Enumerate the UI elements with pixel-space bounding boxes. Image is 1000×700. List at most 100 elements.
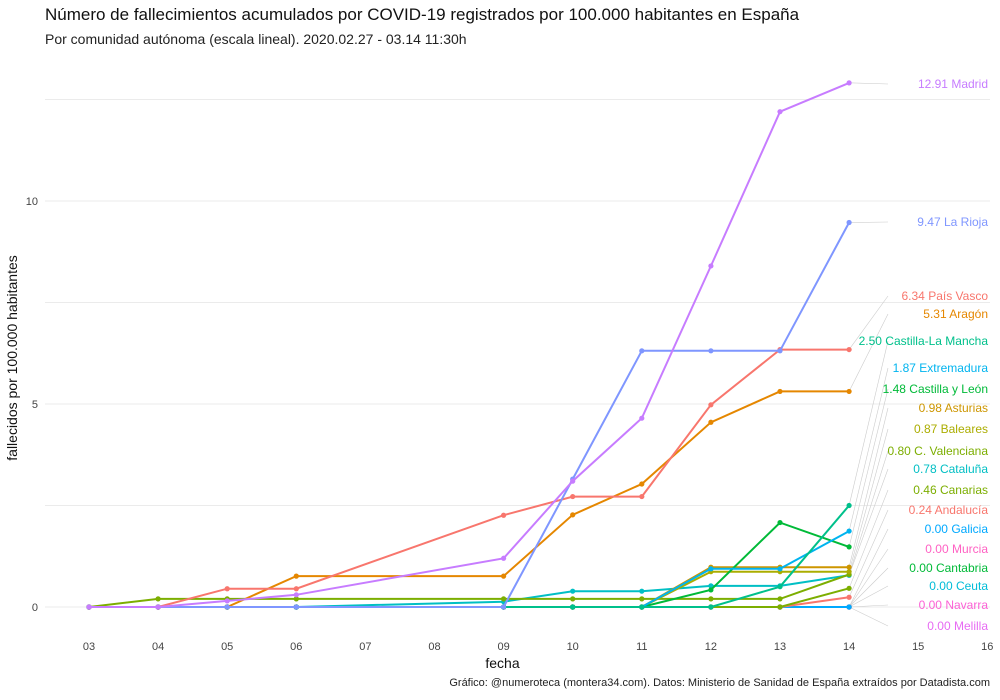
axis-layer: fecha fallecidos por 100.000 habitantes … (4, 196, 993, 671)
series-line (89, 222, 850, 608)
data-point (501, 555, 507, 561)
x-tick-label: 07 (359, 641, 371, 653)
data-point (846, 604, 852, 610)
data-point (570, 588, 576, 594)
series-line (89, 504, 850, 608)
end-label: 0.78 Cataluña (913, 462, 988, 476)
series-extremadura (86, 528, 852, 610)
leader-line (848, 367, 889, 532)
x-tick-label: 06 (290, 641, 302, 653)
data-point (501, 596, 507, 602)
end-label: 0.00 Cantabria (909, 561, 988, 575)
chart-title: Número de fallecimientos acumulados por … (45, 5, 800, 24)
series-line (89, 81, 850, 608)
x-tick-label: 08 (428, 641, 440, 653)
series-line (89, 348, 850, 608)
data-point (777, 566, 783, 572)
y-axis-title: fallecidos por 100.000 habitantes (4, 255, 20, 460)
data-point (639, 493, 645, 500)
data-point (570, 493, 576, 500)
x-tick-label: 10 (567, 641, 579, 653)
data-point (846, 502, 852, 509)
leader-line (848, 509, 889, 598)
data-point (570, 604, 576, 610)
end-label: 9.47 La Rioja (917, 215, 988, 229)
leader-line (848, 388, 889, 547)
data-point (708, 583, 714, 589)
data-point (293, 596, 299, 602)
x-tick-label: 12 (705, 641, 717, 653)
data-point (639, 415, 645, 421)
leader-lines (848, 82, 889, 627)
data-point (777, 604, 783, 610)
y-tick-label: 0 (32, 602, 38, 614)
leader-line (848, 567, 889, 608)
data-point (777, 519, 783, 526)
data-point (293, 573, 299, 579)
series-la-rioja (86, 219, 852, 610)
data-point (777, 584, 783, 590)
data-point (501, 512, 507, 518)
series-c-valenciana (86, 571, 852, 610)
leader-line (849, 221, 889, 223)
series-arag-n (86, 388, 852, 610)
leader-line (848, 528, 889, 608)
data-point (639, 596, 645, 602)
data-point (501, 604, 507, 610)
data-point (846, 528, 852, 534)
data-point (708, 402, 714, 408)
x-tick-label: 13 (774, 641, 786, 653)
end-label: 5.31 Aragón (923, 307, 988, 321)
end-label: 0.80 C. Valenciana (887, 444, 988, 458)
data-point (708, 604, 714, 610)
x-tick-label: 05 (221, 641, 233, 653)
data-point (846, 346, 852, 353)
end-label: 0.00 Murcia (925, 542, 988, 556)
series-pa-s-vasco (86, 346, 852, 610)
data-point (570, 512, 576, 518)
data-point (501, 573, 507, 579)
end-label: 0.24 Andalucía (909, 503, 989, 517)
series-line (88, 573, 850, 608)
end-label: 0.00 Melilla (927, 619, 988, 633)
data-point (846, 594, 852, 600)
leader-line (849, 604, 889, 608)
x-tick-label: 11 (636, 641, 647, 653)
data-point (777, 388, 783, 395)
end-label: 0.98 Asturias (919, 401, 988, 415)
leader-line (849, 82, 889, 85)
x-tick-label: 03 (83, 641, 95, 653)
end-label: 12.91 Madrid (918, 77, 988, 91)
series-madrid (86, 80, 852, 610)
data-point (846, 585, 852, 591)
data-point (155, 596, 161, 602)
x-tick-label: 16 (981, 641, 993, 653)
data-point (708, 263, 714, 269)
end-label: 6.34 País Vasco (902, 289, 989, 303)
data-point (155, 604, 161, 610)
series-castilla-la-mancha (86, 502, 852, 610)
data-point (224, 604, 230, 610)
leader-line (848, 585, 889, 608)
leader-line (848, 489, 889, 589)
series-line (89, 566, 850, 608)
x-tick-label: 14 (843, 641, 855, 653)
data-point (86, 604, 92, 610)
data-point (846, 564, 852, 570)
data-point (708, 419, 714, 425)
chart-subtitle: Por comunidad autónoma (escala lineal). … (45, 31, 467, 47)
end-label: 2.50 Castilla-La Mancha (859, 334, 989, 348)
data-point (293, 604, 299, 610)
end-labels: 12.91 Madrid 9.47 La Rioja 6.34 País Vasco… (859, 77, 989, 633)
data-point (846, 388, 852, 395)
data-point (846, 569, 852, 575)
y-tick-label: 5 (32, 399, 38, 411)
data-point (708, 566, 714, 572)
end-label: 0.00 Navarra (919, 598, 989, 612)
data-point (224, 598, 230, 604)
data-point (708, 596, 714, 602)
data-point (708, 587, 714, 593)
leader-line (848, 313, 889, 392)
data-point (639, 588, 645, 594)
leader-line (848, 428, 889, 572)
